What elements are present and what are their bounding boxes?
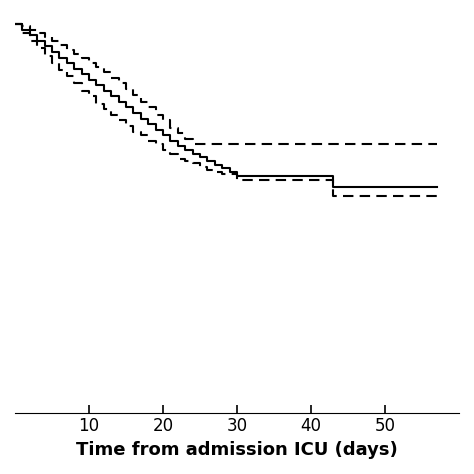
X-axis label: Time from admission ICU (days): Time from admission ICU (days) (76, 441, 398, 459)
